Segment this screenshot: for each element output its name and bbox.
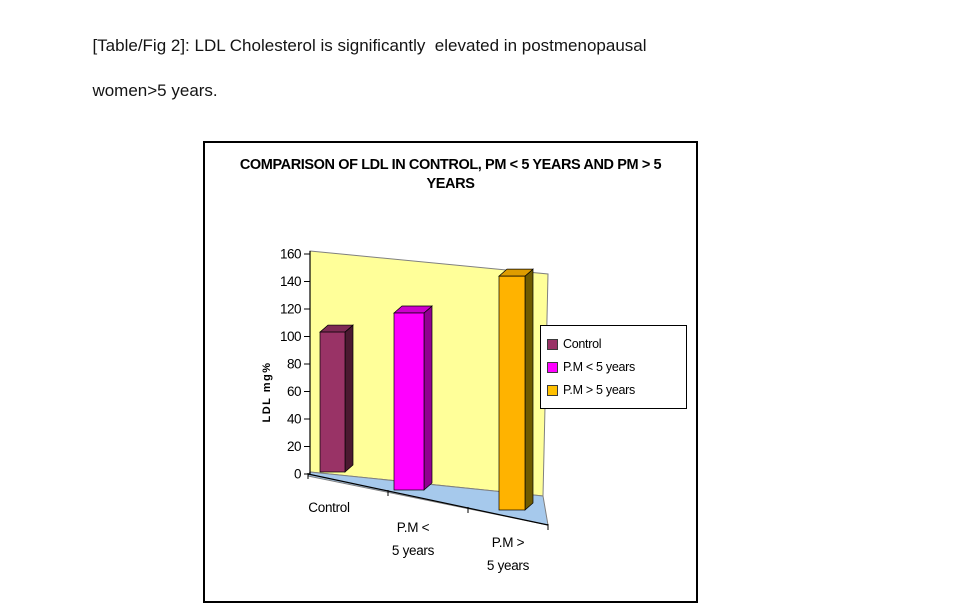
legend-label-control: Control: [563, 337, 602, 351]
category-labels: Control P.M < 5 years P.M > 5 years: [308, 500, 530, 573]
legend-item-pm-gt-5: P.M > 5 years: [547, 383, 686, 397]
legend-item-control: Control: [547, 337, 686, 351]
x-axis-category-label: Control: [308, 500, 350, 515]
y-axis-tick-label: 60: [287, 384, 301, 399]
bar-control-front-face: [319, 331, 346, 473]
chart-title-line2: YEARS: [426, 176, 475, 192]
figure-caption-line1: [Table/Fig 2]: LDL Cholesterol is signif…: [92, 35, 647, 55]
legend-color-swatch-pm-lt-5: [547, 361, 558, 373]
bar-control: [319, 324, 354, 473]
legend-item-pm-lt-5: P.M < 5 years: [547, 360, 686, 374]
legend-label-pm-gt-5: P.M > 5 years: [563, 383, 635, 397]
bars-group: [319, 268, 534, 511]
x-axis-ticks: [307, 473, 549, 530]
chart-legend: Control P.M < 5 years P.M > 5 years: [540, 325, 687, 409]
x-axis-category-label: 5 years: [392, 543, 435, 558]
y-axis-ticks: 0 20 40 60 80 100 120 140 160: [280, 247, 310, 482]
bar-pm-gt-5-years: [498, 268, 534, 511]
bar-pm-lt-5-years-side-face: [423, 305, 433, 491]
x-axis-category-label: 5 years: [487, 558, 530, 573]
chart: COMPARISON OF LDL IN CONTROL, PM < 5 YEA…: [203, 141, 698, 603]
legend-label-pm-lt-5: P.M < 5 years: [563, 360, 635, 374]
y-axis-tick-label: 80: [287, 357, 301, 372]
y-axis-tick-label: 140: [280, 274, 301, 289]
x-axis-line: [307, 473, 549, 526]
x-axis-category-label: P.M >: [492, 535, 525, 550]
chart-title: COMPARISON OF LDL IN CONTROL, PM < 5 YEA…: [205, 156, 696, 194]
chart-title-line1: COMPARISON OF LDL IN CONTROL, PM < 5 YEA…: [239, 157, 662, 173]
bar-control-side-face: [344, 324, 354, 473]
y-axis-title-group: LDL mg%: [261, 361, 273, 422]
bar-pm-gt-5-years-side-face: [524, 268, 534, 511]
y-axis-tick-label: 40: [287, 412, 301, 427]
y-axis-tick-label: 0: [294, 467, 301, 482]
figure-caption-line2: women>5 years.: [92, 80, 218, 100]
y-axis-tick-label: 120: [280, 302, 301, 317]
y-axis-tick-label: 20: [287, 439, 301, 454]
y-axis-tick-label: 100: [280, 329, 301, 344]
y-axis-tick-label: 160: [280, 247, 301, 262]
bar-pm-gt-5-years-front-face: [498, 275, 526, 511]
legend-color-swatch-pm-gt-5: [547, 384, 558, 396]
x-axis-category-label: P.M <: [397, 520, 430, 535]
bar-pm-lt-5-years-front-face: [393, 312, 425, 491]
3d-plot-area: 0 20 40 60 80 100 120 140 160 Control P.M < 5 year…: [261, 247, 549, 573]
y-axis-title: LDL mg%: [261, 361, 273, 422]
legend-color-swatch-control: [547, 338, 558, 350]
bar-pm-lt-5-years: [393, 305, 433, 491]
figure-caption: [Table/Fig 2]: LDL Cholesterol is signif…: [83, 12, 803, 102]
